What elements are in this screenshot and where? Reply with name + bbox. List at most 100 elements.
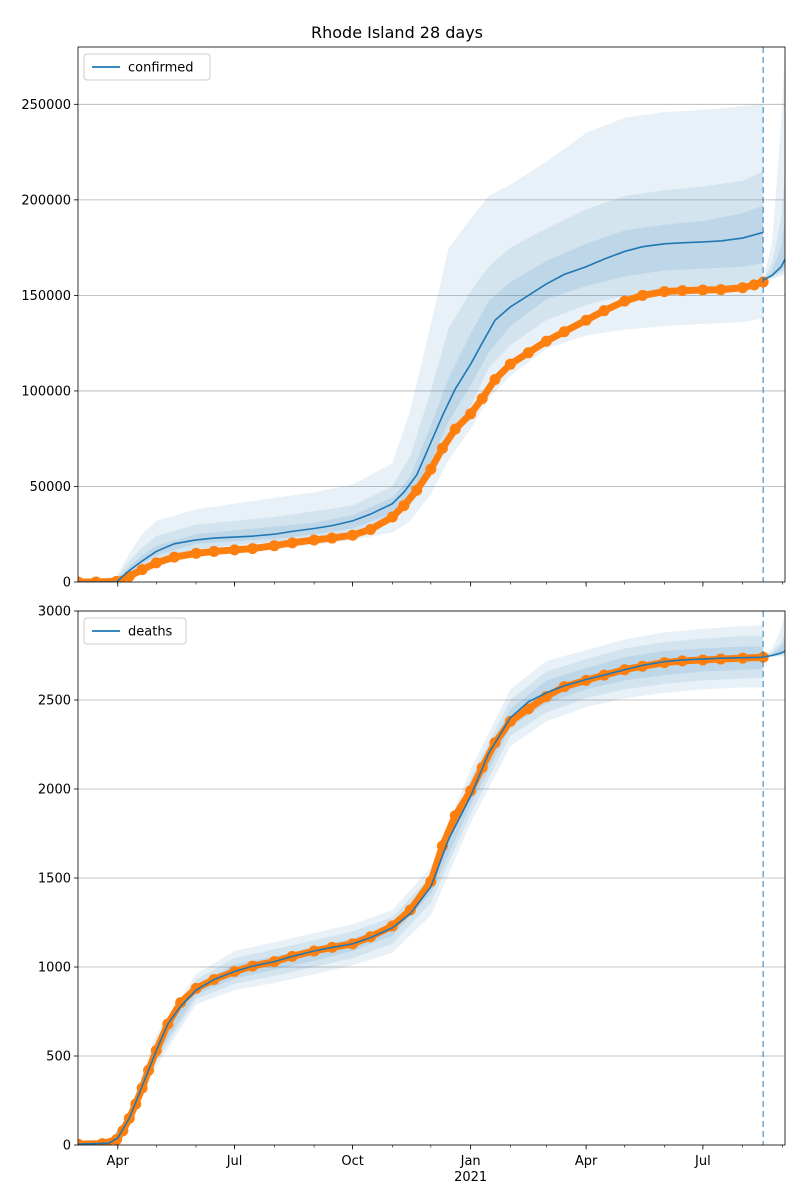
y-tick-label: 200000 bbox=[21, 193, 71, 208]
observed-point bbox=[598, 305, 610, 317]
x-tick-label: Jul bbox=[226, 1154, 243, 1169]
forecast-band-outer bbox=[763, 611, 785, 658]
observed-point bbox=[398, 500, 410, 512]
observed-point bbox=[208, 545, 220, 557]
observed-point bbox=[540, 335, 552, 347]
y-tick-label: 3000 bbox=[38, 605, 71, 620]
chart-title: Rhode Island 28 days bbox=[311, 23, 483, 42]
y-tick-label: 250000 bbox=[21, 98, 71, 113]
x-tick-label: Jul bbox=[694, 1154, 711, 1169]
observed-point bbox=[676, 655, 688, 667]
model-median-line bbox=[78, 656, 764, 1145]
model-band-inner bbox=[78, 205, 764, 582]
y-tick-label: 2000 bbox=[38, 783, 71, 798]
observed-point bbox=[715, 284, 727, 296]
forecast-band-inner bbox=[763, 218, 785, 281]
observed-point bbox=[737, 282, 749, 294]
y-tick-label: 0 bbox=[63, 1139, 71, 1154]
observed-point bbox=[268, 540, 280, 552]
observed-point bbox=[436, 442, 448, 454]
legend-box bbox=[83, 53, 211, 81]
observed-point bbox=[365, 931, 377, 943]
observed-point bbox=[308, 534, 320, 546]
observed-point bbox=[175, 997, 187, 1009]
observed-series bbox=[78, 651, 769, 1145]
observed-point bbox=[580, 674, 592, 686]
observed-point bbox=[522, 703, 534, 715]
observed-point bbox=[190, 982, 202, 994]
y-tick-label: 150000 bbox=[21, 289, 71, 304]
observed-point bbox=[90, 576, 102, 582]
observed-point bbox=[404, 904, 416, 916]
observed-point bbox=[150, 557, 162, 569]
observed-point bbox=[247, 543, 259, 555]
observed-point bbox=[658, 657, 670, 669]
observed-point bbox=[489, 373, 501, 385]
observed-point bbox=[123, 570, 135, 582]
x-tick-label: Apr bbox=[575, 1154, 598, 1169]
confirmed-panel: 0 50000 100000 150000 200000 250000 confirmed bbox=[21, 46, 786, 591]
model-band-outer bbox=[78, 625, 764, 1145]
observed-point bbox=[78, 576, 84, 582]
observed-point bbox=[658, 286, 670, 298]
observed-point bbox=[365, 523, 377, 535]
observed-point bbox=[748, 279, 760, 291]
forecast-band-middle bbox=[763, 171, 785, 282]
x-tick-label: Jan bbox=[460, 1154, 481, 1169]
observed-point bbox=[465, 408, 477, 420]
axes-frame bbox=[77, 46, 786, 583]
deaths-panel: 0 500 1000 1500 2000 2500 3000 Apr Jul Oct Jan2021… bbox=[38, 605, 786, 1185]
legend-label: deaths bbox=[128, 625, 173, 640]
legend: deaths bbox=[83, 617, 187, 645]
forecast-median-line bbox=[762, 258, 785, 281]
forecast-band-middle bbox=[763, 632, 785, 658]
observed-point bbox=[697, 284, 709, 296]
observed-point bbox=[697, 654, 709, 666]
forecast-band-outer bbox=[763, 47, 785, 283]
plot-area bbox=[78, 611, 785, 1145]
observed-point bbox=[386, 511, 398, 523]
legend-box bbox=[83, 617, 187, 645]
observed-point bbox=[715, 653, 727, 665]
observed-point bbox=[326, 532, 338, 544]
observed-point bbox=[637, 289, 649, 301]
observed-point bbox=[558, 681, 570, 693]
x-tick-label: Apr bbox=[107, 1154, 130, 1169]
observed-point bbox=[449, 423, 461, 435]
observed-point bbox=[347, 529, 359, 541]
observed-point bbox=[168, 551, 180, 563]
observed-point bbox=[504, 715, 516, 727]
model-median-line bbox=[78, 231, 764, 582]
observed-point bbox=[619, 295, 631, 307]
x-tick-year-label: 2021 bbox=[454, 1170, 487, 1185]
y-tick-label: 2500 bbox=[38, 694, 71, 709]
observed-point bbox=[504, 358, 516, 370]
x-axis bbox=[117, 582, 783, 587]
observed-point bbox=[229, 544, 241, 556]
y-axis: 0 50000 100000 150000 200000 250000 bbox=[21, 98, 78, 591]
y-tick-label: 1000 bbox=[38, 961, 71, 976]
observed-point bbox=[411, 484, 423, 496]
observed-point bbox=[476, 393, 488, 405]
y-axis: 0 500 1000 1500 2000 2500 3000 bbox=[38, 605, 78, 1154]
observed-point bbox=[449, 810, 461, 822]
model-band-outer bbox=[78, 104, 764, 582]
y-tick-label: 50000 bbox=[30, 480, 71, 495]
observed-point bbox=[286, 537, 298, 549]
observed-point bbox=[136, 564, 148, 576]
y-tick-label: 100000 bbox=[21, 384, 71, 399]
y-tick-label: 0 bbox=[63, 576, 71, 591]
observed-point bbox=[522, 347, 534, 359]
observed-point bbox=[558, 326, 570, 338]
observed-point bbox=[425, 463, 437, 475]
observed-point bbox=[676, 285, 688, 297]
observed-point bbox=[637, 660, 649, 672]
plot-area bbox=[78, 47, 785, 582]
legend-label: confirmed bbox=[128, 61, 194, 76]
y-tick-label: 500 bbox=[46, 1050, 71, 1065]
model-band-middle bbox=[78, 171, 764, 582]
forecast-median-line bbox=[763, 650, 785, 658]
observed-series bbox=[78, 276, 769, 582]
